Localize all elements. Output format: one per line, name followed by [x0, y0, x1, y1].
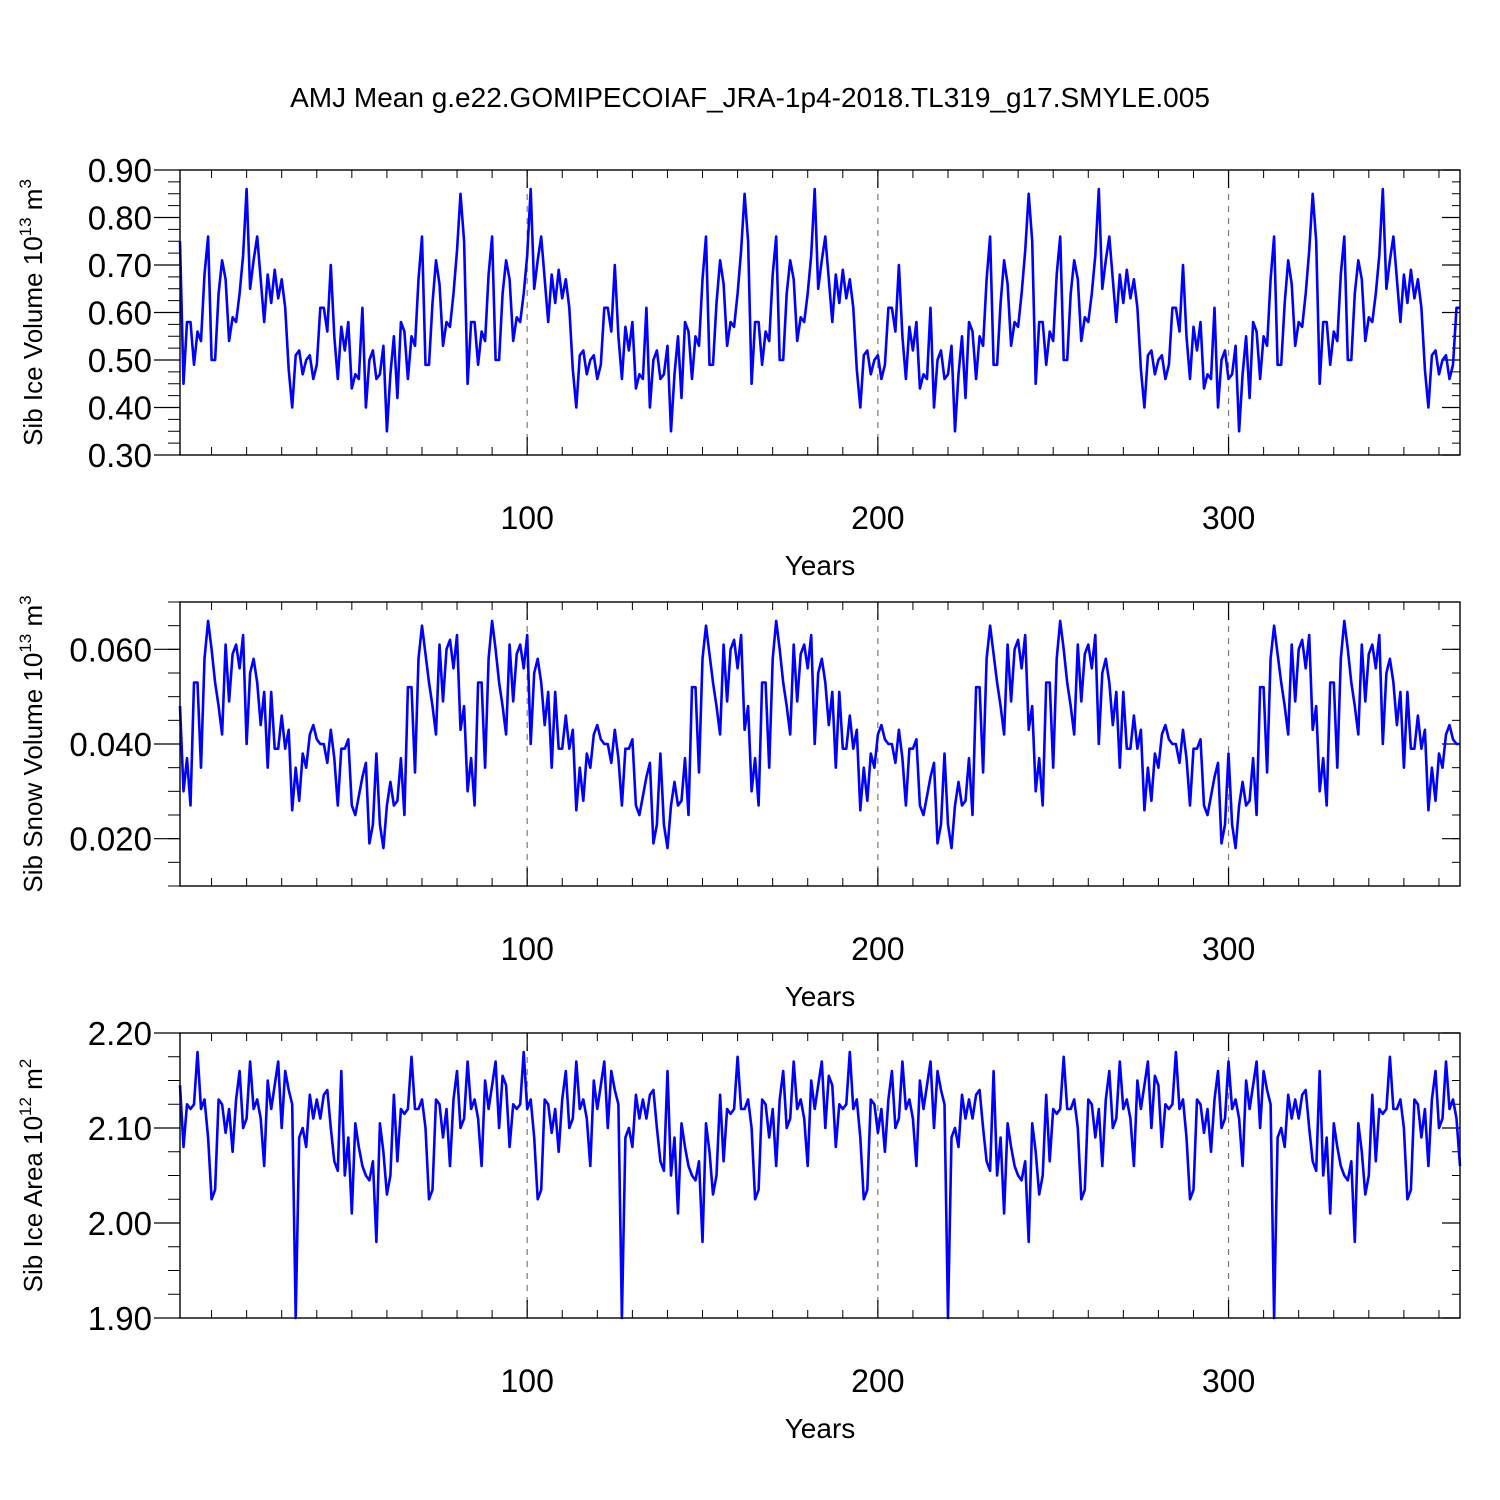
x-axis-label: Years	[785, 550, 856, 581]
plot-frame	[179, 601, 1461, 887]
x-tick-label: 100	[500, 931, 553, 967]
y-tick-label: 1.90	[88, 1300, 152, 1337]
y-axis-label: Sib Snow Volume 1013 m3	[16, 595, 48, 892]
x-axis-label: Years	[785, 1413, 856, 1444]
series-line	[178, 1050, 1462, 1320]
series-line	[178, 187, 1460, 433]
panel-3: 100 200 300 1.90 2.00 2.10 2.20 Years Sib Ice Ar…	[16, 1015, 1462, 1444]
x-tick-label: 300	[1202, 931, 1255, 967]
y-axis-label-unit: m	[18, 605, 48, 634]
x-tick-label: 300	[1202, 1363, 1255, 1399]
y-tick-label: 0.90	[88, 152, 152, 189]
y-axis-label-exponent: 13	[16, 217, 35, 236]
y-axis-label: Sib Ice Area 1012 m2	[16, 1059, 48, 1293]
y-axis-label-unit-exponent: 2	[16, 1059, 35, 1068]
y-tick-label: 0.80	[88, 200, 152, 237]
y-axis-label: Sib Ice Volume 1013 m3	[16, 179, 48, 446]
plot-frame	[179, 1032, 1461, 1319]
y-tick-label: 0.040	[69, 726, 152, 763]
plot-frame	[179, 169, 1461, 456]
panels: 100 200 300 0.30 0.40 0.50 0.60 0.70 0.80 0.90 Yea…	[16, 152, 1462, 1444]
y-tick-label: 2.10	[88, 1110, 152, 1147]
y-tick-label: 0.020	[69, 821, 152, 858]
y-axis-label-unit: m	[18, 189, 48, 218]
x-axis-label: Years	[785, 981, 856, 1012]
y-tick-label: 0.60	[88, 295, 152, 332]
y-tick-label: 0.70	[88, 247, 152, 284]
y-axis-label-unit-exponent: 3	[16, 179, 35, 188]
y-tick-label: 0.40	[88, 390, 152, 427]
y-axis-label-text: Sib Ice Volume 10	[18, 236, 48, 446]
x-tick-label: 100	[500, 1363, 553, 1399]
panel-2: 100 200 300 0.020 0.040 0.060 Years Sib Snow Vo…	[16, 595, 1461, 1012]
x-tick-label: 100	[500, 500, 553, 536]
y-tick-label: 0.30	[88, 437, 152, 474]
x-tick-label: 200	[851, 931, 904, 967]
y-tick-label: 0.50	[88, 342, 152, 379]
figure-title: AMJ Mean g.e22.GOMIPECOIAF_JRA-1p4-2018.…	[290, 82, 1210, 113]
y-axis-label-exponent: 13	[16, 634, 35, 653]
y-tick-label: 0.060	[69, 631, 152, 668]
x-tick-label: 200	[851, 1363, 904, 1399]
panel-1: 100 200 300 0.30 0.40 0.50 0.60 0.70 0.80 0.90 Yea…	[16, 152, 1461, 581]
x-tick-label: 300	[1202, 500, 1255, 536]
y-axis-label-exponent: 12	[16, 1097, 35, 1116]
y-axis-label-text: Sib Snow Volume 10	[18, 653, 48, 893]
y-axis-label-unit-exponent: 3	[16, 595, 35, 604]
y-tick-label: 2.20	[88, 1015, 152, 1052]
x-tick-label: 200	[851, 500, 904, 536]
y-axis-label-unit: m	[18, 1068, 48, 1097]
y-tick-label: 2.00	[88, 1205, 152, 1242]
y-axis-label-text: Sib Ice Area 10	[18, 1116, 48, 1292]
series-line	[178, 619, 1460, 850]
